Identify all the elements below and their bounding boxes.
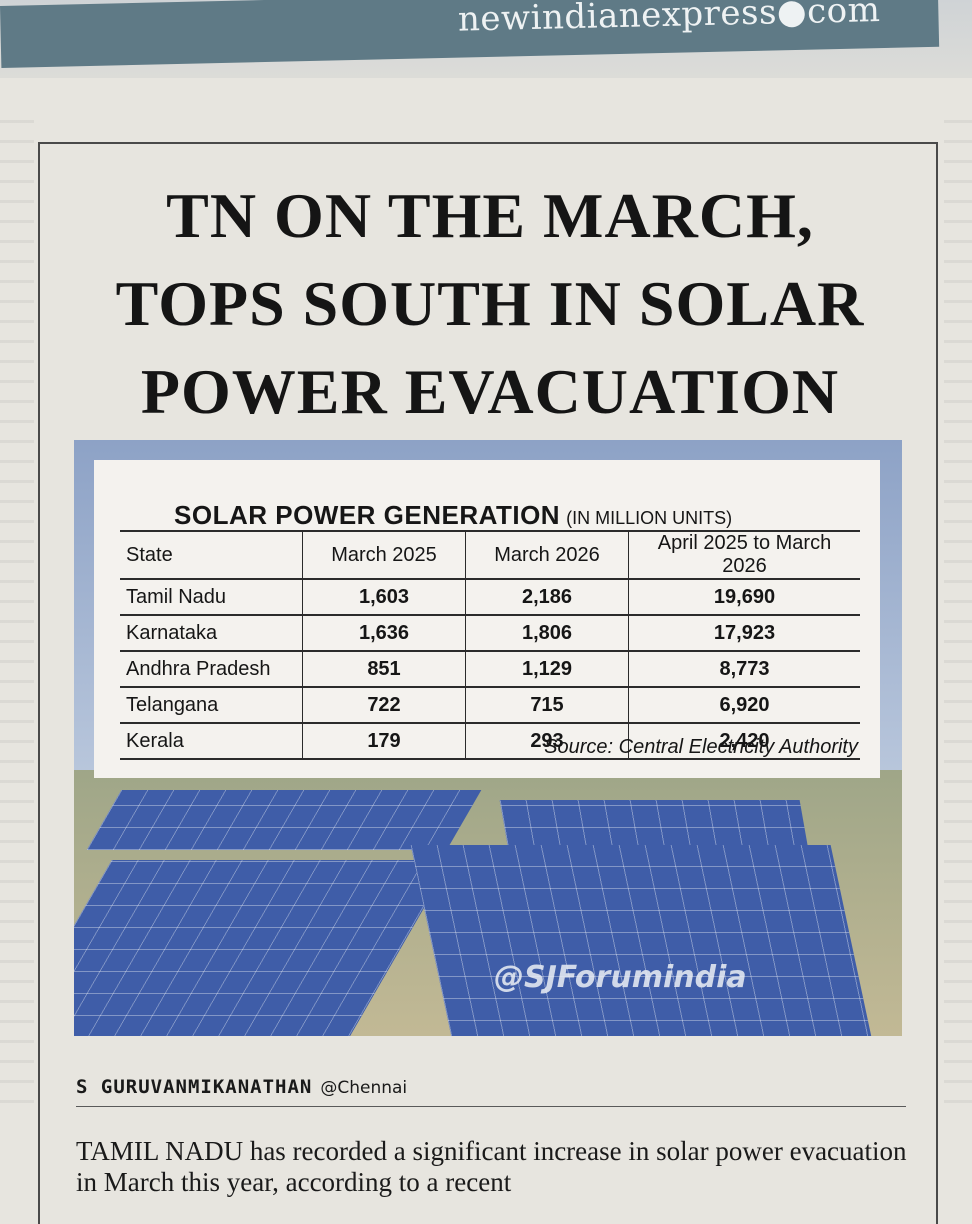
table-row: Kerala 179 293 2,420	[120, 722, 860, 760]
cell-march-2025: 1,603	[302, 578, 466, 616]
table-header-row: State March 2025 March 2026 April 2025 t…	[120, 530, 860, 580]
byline: S GURUVANMIKANATHAN @Chennai	[76, 1076, 407, 1098]
table-title: SOLAR POWER GENERATION (IN MILLION UNITS)	[174, 500, 732, 531]
headline-line-3: POWER EVACUATION	[140, 356, 840, 427]
cell-march-2025: 851	[302, 650, 466, 688]
headline-line-1: TN ON THE MARCH,	[166, 180, 814, 251]
adjacent-column-right	[944, 120, 972, 1120]
cell-march-2026: 715	[465, 686, 629, 724]
column-header-state: State	[120, 530, 303, 580]
column-header-fy: April 2025 to March 2026	[628, 530, 860, 580]
solar-generation-table: State March 2025 March 2026 April 2025 t…	[120, 530, 860, 760]
cell-fy-total: 8,773	[628, 650, 860, 688]
article-lead: TAMIL NADU	[76, 1136, 244, 1166]
table-title-unit: (IN MILLION UNITS)	[566, 508, 733, 528]
cell-state: Andhra Pradesh	[120, 650, 303, 688]
cell-march-2026: 1,806	[465, 614, 629, 652]
cell-march-2025: 722	[302, 686, 466, 724]
table-row: Andhra Pradesh 851 1,129 8,773	[120, 650, 860, 688]
cell-state: Karnataka	[120, 614, 303, 652]
table-source: Source: Central Electricity Authority	[544, 736, 858, 758]
article-frame	[38, 142, 938, 1224]
cell-march-2026: 1,129	[465, 650, 629, 688]
headline: TN ON THE MARCH, TOPS SOUTH IN SOLAR POW…	[60, 172, 920, 436]
cell-fy-total: 19,690	[628, 578, 860, 616]
table-row: Tamil Nadu 1,603 2,186 19,690	[120, 578, 860, 616]
table-title-main: SOLAR POWER GENERATION	[174, 500, 561, 530]
byline-author: S GURUVANMIKANATHAN	[76, 1076, 313, 1098]
cell-fy-total: 6,920	[628, 686, 860, 724]
cell-march-2025: 179	[302, 722, 466, 760]
solar-panel-row	[410, 845, 878, 1036]
solar-panel-photo: @SJForumindia SOLAR POWER GENERATION (IN …	[74, 440, 902, 1036]
masthead-site: newindianexpress●com	[457, 0, 881, 40]
cell-state: Telangana	[120, 686, 303, 724]
adjacent-column-left	[0, 120, 34, 1120]
article-text: has recorded a significant increase in s…	[76, 1136, 907, 1197]
table-row: Karnataka 1,636 1,806 17,923	[120, 614, 860, 652]
cell-state: Tamil Nadu	[120, 578, 303, 616]
cell-state: Kerala	[120, 722, 303, 760]
cell-fy-total: 17,923	[628, 614, 860, 652]
solar-panel-row	[499, 800, 809, 850]
headline-line-2: TOPS SOUTH IN SOLAR	[115, 268, 865, 339]
masthead-bar: newindianexpress●com	[0, 0, 940, 68]
cell-march-2026: 2,186	[465, 578, 629, 616]
cell-fy-total: 2,420	[628, 722, 860, 760]
cell-march-2026: 293	[465, 722, 629, 760]
watermark: @SJForumindia	[494, 960, 747, 995]
cell-march-2025: 1,636	[302, 614, 466, 652]
byline-location: @Chennai	[320, 1078, 408, 1098]
byline-divider	[76, 1106, 906, 1107]
table-row: Telangana 722 715 6,920	[120, 686, 860, 724]
column-header-march-2025: March 2025	[302, 530, 466, 580]
masthead-band: newindianexpress●com	[0, 0, 972, 78]
solar-panel-row	[86, 790, 482, 850]
solar-generation-table-card: SOLAR POWER GENERATION (IN MILLION UNITS)…	[94, 460, 880, 778]
column-header-march-2026: March 2026	[465, 530, 629, 580]
article-body: TAMIL NADU has recorded a significant in…	[76, 1136, 916, 1198]
